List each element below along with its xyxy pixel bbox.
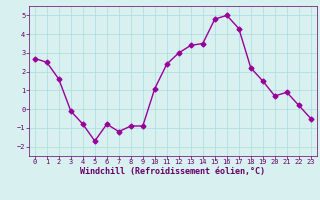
X-axis label: Windchill (Refroidissement éolien,°C): Windchill (Refroidissement éolien,°C) <box>80 167 265 176</box>
